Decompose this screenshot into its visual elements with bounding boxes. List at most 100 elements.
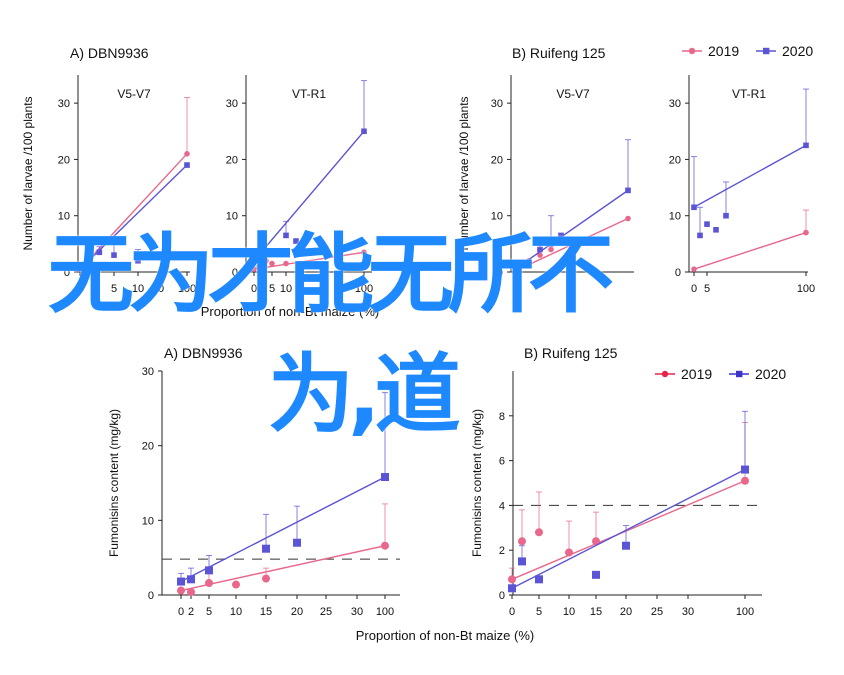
legend-bottom-marker-2020 [736, 370, 743, 378]
panel-title: B) Ruifeng 125 [512, 45, 606, 61]
data-point-2020 [548, 241, 554, 247]
data-point-2020 [537, 246, 543, 253]
data-point-2020 [111, 252, 117, 258]
data-point-2019 [526, 257, 532, 264]
data-point-2020 [77, 266, 83, 272]
x-tick-label: 0 [251, 283, 257, 295]
data-point-2019 [361, 249, 367, 256]
legend-top-marker-2020 [763, 47, 770, 55]
x-tick-label: 0 [178, 606, 184, 618]
trend-line-2019 [693, 231, 807, 270]
data-point-2019 [262, 574, 270, 583]
x-tick-label: 5 [111, 283, 117, 295]
y-tick-label: 10 [226, 211, 238, 223]
y-tick-label: 8 [499, 411, 505, 423]
legend-top-marker-2019 [688, 47, 696, 55]
x-tick-label: 100 [376, 606, 394, 618]
x-tick-label: 20 [620, 606, 632, 618]
data-point-2020 [697, 232, 703, 239]
y-tick-label: 20 [669, 154, 681, 166]
trend-line-2019 [511, 480, 746, 580]
x-tick-label: 30 [682, 606, 694, 618]
x-tick-label: 0 [509, 606, 515, 618]
data-point-2019 [251, 266, 257, 272]
data-point-2019 [232, 580, 240, 589]
data-point-2020 [184, 162, 190, 168]
data-point-2019 [625, 215, 631, 222]
data-point-2020 [251, 257, 257, 264]
x-tick-label: 30 [152, 283, 164, 295]
data-point-2020 [691, 204, 697, 211]
x-axis-label: Proportion of non-Bt maize (%) [201, 304, 379, 319]
trend-line-2020 [253, 130, 365, 262]
subplot-title: VT-R1 [292, 87, 326, 101]
y-tick-label: 20 [142, 441, 154, 453]
data-point-2020 [508, 584, 516, 593]
data-point-2020 [535, 575, 543, 584]
x-tick-label: 25 [651, 606, 663, 618]
data-point-2019 [518, 537, 526, 546]
y-tick-label: 10 [142, 515, 154, 527]
subplot-title: V5-V7 [117, 87, 151, 101]
data-point-2019 [691, 266, 697, 272]
legend-top-label-2019: 2019 [708, 43, 739, 59]
y-tick-label: 20 [491, 154, 503, 166]
data-point-2019 [184, 151, 190, 157]
data-point-2019 [592, 537, 600, 546]
data-point-2020 [283, 232, 289, 239]
trend-line-2020 [518, 189, 629, 267]
trend-line-2019 [180, 545, 386, 592]
legend-bottom-marker-2019 [661, 370, 669, 378]
data-point-2020 [723, 212, 729, 219]
data-point-2020 [803, 142, 809, 149]
y-tick-label: 20 [58, 154, 70, 166]
subplot-title: V5-V7 [556, 87, 590, 101]
data-point-2020 [177, 577, 185, 586]
x-tick-label: 0 [77, 283, 83, 295]
trend-line-2020 [511, 468, 746, 589]
panel-title: B) Ruifeng 125 [524, 345, 618, 361]
data-point-2020 [96, 249, 103, 256]
data-point-2020 [361, 128, 367, 135]
y-axis-label: Number of larvae /100 plants [21, 96, 35, 250]
data-point-2020 [625, 187, 631, 194]
x-tick-label: 100 [736, 606, 754, 618]
x-tick-label: 30 [351, 606, 363, 618]
y-axis-label: Number of larvae /100 plants [457, 96, 471, 250]
y-tick-label: 30 [226, 98, 238, 110]
panel-title: A) DBN9936 [70, 45, 149, 61]
data-point-2019 [177, 586, 185, 595]
data-point-2019 [537, 252, 543, 258]
panel-title: A) DBN9936 [164, 345, 243, 361]
x-tick-label: 0 [691, 283, 697, 295]
x-tick-label: 5 [206, 606, 212, 618]
y-tick-label: 0 [675, 267, 681, 279]
x-tick-label: 25 [320, 606, 332, 618]
y-tick-label: 0 [232, 267, 238, 279]
x-tick-label: 5 [704, 283, 710, 295]
data-point-2020 [516, 263, 522, 270]
y-tick-label: 0 [148, 590, 154, 602]
data-point-2019 [535, 528, 543, 537]
data-point-2020 [262, 544, 270, 553]
data-point-2020 [205, 566, 213, 575]
y-tick-label: 30 [669, 98, 681, 110]
x-tick-label: 5 [269, 283, 275, 295]
subplot-title: VT-R1 [732, 87, 766, 101]
data-point-2019 [381, 541, 389, 550]
legend-top-label-2020: 2020 [782, 43, 813, 59]
data-point-2020 [381, 473, 389, 482]
y-tick-label: 0 [64, 267, 70, 279]
y-tick-label: 10 [491, 211, 503, 223]
legend-bottom-label-2020: 2020 [755, 366, 786, 382]
y-axis-label: Fumonisins content (mg/kg) [107, 409, 121, 557]
x-axis-label: Proportion of non-Bt maize (%) [356, 628, 534, 643]
data-point-2019 [741, 476, 749, 485]
trend-line-2020 [180, 476, 386, 583]
data-point-2020 [713, 226, 719, 233]
data-point-2020 [558, 232, 564, 239]
y-axis-label: Fumonisins content (mg/kg) [470, 409, 484, 557]
x-tick-label: 5 [536, 606, 542, 618]
y-tick-label: 10 [669, 211, 681, 223]
x-tick-label: 15 [260, 606, 272, 618]
